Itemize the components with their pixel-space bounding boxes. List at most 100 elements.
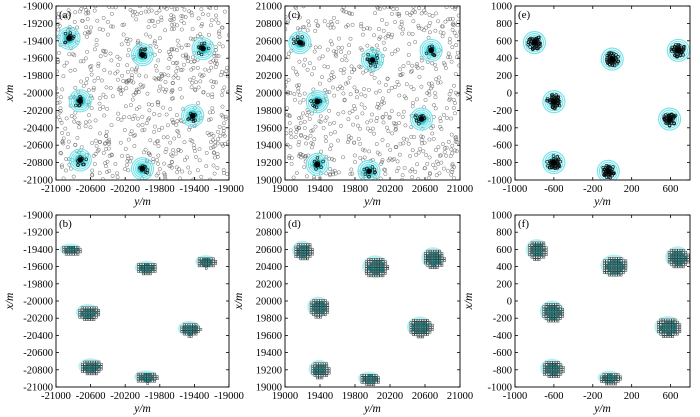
body-cell	[619, 266, 623, 270]
sample-point	[73, 85, 78, 90]
sample-point	[323, 118, 328, 123]
sample-point	[93, 138, 98, 143]
sample-point	[170, 47, 175, 52]
body-cell	[659, 325, 662, 329]
sample-point	[206, 6, 211, 10]
y-tick-label: 800	[496, 228, 512, 239]
sample-point	[611, 165, 615, 169]
sample-point	[105, 170, 109, 174]
body-cell	[605, 378, 608, 381]
body-cell	[301, 243, 305, 246]
sample-point	[356, 136, 361, 141]
body-cell	[433, 264, 437, 267]
body-cell	[313, 372, 317, 375]
plot-background	[56, 215, 229, 387]
body-cell	[83, 365, 86, 368]
body-cell	[92, 316, 96, 319]
sample-point	[293, 70, 298, 74]
sample-point	[144, 121, 149, 126]
body-cell	[675, 251, 678, 254]
body-cell	[672, 263, 676, 266]
sample-point	[310, 72, 315, 77]
sample-point	[96, 147, 101, 152]
sample-point	[196, 101, 201, 106]
body-cell	[367, 378, 371, 382]
sample-point	[310, 128, 315, 133]
sample-point	[86, 88, 91, 93]
body-cell	[375, 381, 378, 384]
body-cell	[428, 249, 432, 253]
sample-point	[97, 131, 102, 136]
sample-point	[154, 11, 159, 16]
source-center	[428, 47, 434, 54]
sample-point	[90, 141, 95, 145]
body-cell	[314, 316, 318, 319]
sample-point	[126, 53, 130, 58]
body-cell	[607, 269, 611, 272]
sample-point	[418, 147, 423, 151]
body-cell	[609, 375, 613, 379]
sample-point	[410, 68, 414, 73]
sample-point	[314, 167, 318, 171]
sample-point	[558, 159, 563, 164]
sample-point	[207, 46, 211, 51]
body-cell	[194, 332, 198, 336]
sample-point	[176, 130, 181, 135]
sample-point	[442, 146, 447, 151]
body-cell	[562, 365, 565, 369]
sample-point	[419, 84, 424, 89]
sample-point	[306, 23, 311, 28]
body-cell	[90, 372, 94, 376]
sample-point	[359, 92, 364, 97]
sample-point	[409, 134, 414, 139]
body-cell	[386, 265, 390, 268]
sample-point	[285, 142, 290, 147]
body-cell	[377, 267, 380, 270]
body-cell	[90, 308, 93, 312]
sample-point	[394, 6, 399, 11]
body-cell	[542, 363, 546, 366]
body-cell	[559, 373, 563, 376]
body-cell	[535, 248, 538, 252]
body-cell	[95, 313, 98, 317]
sample-point	[101, 27, 105, 32]
sample-point	[59, 151, 64, 156]
y-tick-label: 600	[496, 245, 512, 256]
sample-point	[75, 135, 80, 140]
sample-point	[77, 125, 82, 130]
sample-point	[180, 53, 185, 58]
body-cell	[421, 323, 425, 327]
y-axis-label: x/m	[233, 85, 245, 103]
sample-point	[175, 128, 180, 133]
sample-point	[427, 137, 432, 142]
sample-point	[400, 173, 405, 178]
sample-point	[352, 67, 357, 72]
y-tick-label: 20200	[256, 279, 282, 290]
sample-point	[313, 45, 318, 50]
sample-point	[288, 145, 293, 150]
body-cell	[318, 369, 321, 373]
body-cell	[324, 306, 327, 309]
sample-point	[130, 97, 135, 102]
sample-point	[429, 86, 433, 91]
sample-point	[550, 165, 555, 169]
sample-point	[380, 96, 385, 101]
anomaly-ring	[288, 30, 312, 55]
body-cell	[370, 374, 373, 377]
body-cell	[370, 383, 373, 387]
body-cell	[360, 381, 364, 384]
body-cell	[530, 248, 534, 252]
sample-point	[106, 146, 111, 151]
body-cell	[185, 323, 188, 326]
body-cell	[556, 319, 560, 323]
sample-point	[302, 165, 307, 169]
body-cell	[549, 315, 553, 318]
sample-point	[302, 126, 307, 131]
body-cell	[550, 370, 553, 374]
sample-point	[174, 122, 179, 127]
sample-point	[159, 15, 164, 20]
body-cell	[299, 257, 302, 261]
body-cell	[428, 328, 432, 332]
sample-point	[330, 85, 335, 90]
sample-point	[296, 83, 301, 87]
